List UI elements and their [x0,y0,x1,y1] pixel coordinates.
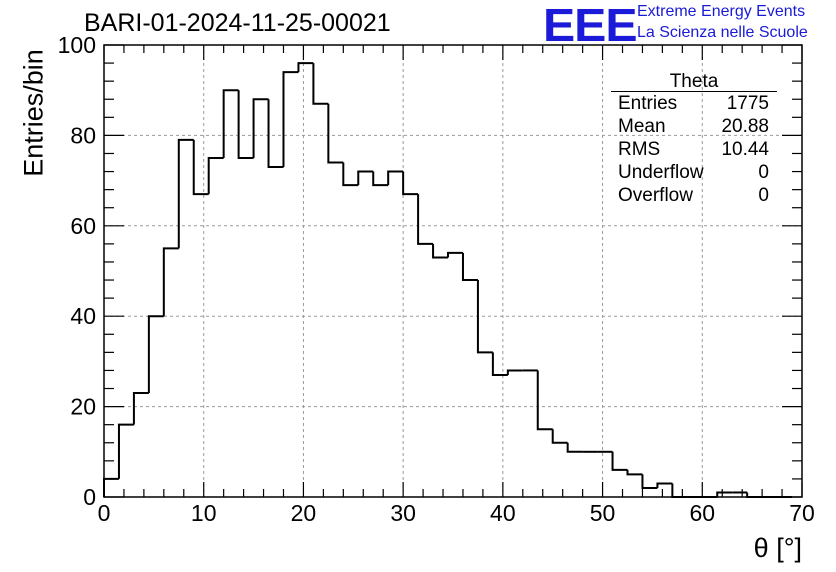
histogram-bin [267,99,284,169]
histogram-bin [357,170,374,186]
chart-title: BARI-01-2024-11-25-00021 [84,9,391,37]
histogram-bin [342,162,359,187]
histogram-bin [297,62,314,73]
x-tick-label: 10 [191,500,217,526]
histogram-bin [716,491,733,497]
histogram-bin [252,98,269,158]
stats-row-mean: Mean 20.88 [611,115,777,138]
histogram-bin [491,352,508,376]
stats-value: 20.88 [721,116,769,137]
histogram-bin [237,90,254,159]
stats-label: Underflow [618,162,704,183]
histogram-bin [566,442,583,453]
y-tick-label: 20 [70,394,96,420]
histogram-bin [432,243,449,259]
histogram-bin [536,370,553,431]
x-tick-label: 0 [98,500,111,526]
histogram-bin [476,280,493,354]
stats-row-entries: Entries 1775 [611,92,777,115]
histogram-bin [402,171,419,196]
histogram-bin [282,71,299,168]
x-tick-label: 70 [789,500,815,526]
plot-frame [103,44,803,498]
histogram-bin [162,247,179,317]
stats-row-rms: RMS 10.44 [611,138,777,161]
eee-logo: EEE [543,0,638,51]
histogram-bin [641,474,658,489]
histogram-bin [222,89,239,158]
x-tick-label: 30 [390,500,416,526]
histogram-bin [207,157,224,195]
histogram-bin [312,63,329,105]
histogram-bin [656,482,673,488]
stats-row-underflow: Underflow 0 [611,161,777,184]
histogram-bin [132,392,149,425]
statistics-box: Theta Entries 1775 Mean 20.88 RMS 10.44 … [611,72,777,207]
y-tick-labels: 0 20 40 60 80 100 [58,32,96,510]
histogram-bin [461,252,478,282]
histogram-bin [192,139,209,196]
y-tick-label: 80 [70,122,96,148]
stats-value: 0 [758,185,769,206]
histogram-bin [327,103,344,164]
x-axis-label: θ [°] [753,533,802,563]
x-tick-label: 40 [490,500,516,526]
stats-label: Entries [618,93,678,114]
grid-lines [104,45,802,497]
histogram-bin [447,251,463,258]
histogram-bin [611,451,628,471]
y-tick-label: 100 [58,32,96,58]
stats-value: 0 [758,162,769,183]
logo-text-line-2: La Scienza nelle Scuole [637,24,808,41]
histogram-bin [117,423,134,479]
histogram-bin [147,315,164,394]
y-tick-label: 40 [70,303,96,329]
logo-text-line-1: Extreme Energy Events [637,3,806,20]
histogram-bin [417,194,434,245]
x-tick-labels: 0 10 20 30 40 50 60 70 [98,500,815,526]
histogram-bin [177,138,194,249]
histogram-bin [626,469,643,476]
x-tick-label: 20 [291,500,317,526]
y-tick-label: 60 [70,213,96,239]
histogram-bin [387,170,404,186]
stats-value: 1775 [726,93,769,114]
histogram-bin [551,429,568,444]
stats-label: Overflow [618,185,693,206]
histogram-bin [103,477,119,497]
y-tick-label: 0 [83,484,96,510]
histogram-bin [506,369,523,375]
statistics-title: Theta [611,72,777,92]
stats-label: RMS [618,139,661,160]
stats-value: 10.44 [721,139,769,160]
stats-label: Mean [618,116,666,137]
x-tick-label: 50 [590,500,616,526]
x-tick-label: 60 [689,500,715,526]
stats-row-overflow: Overflow 0 [611,184,777,207]
y-axis-label: Entries/bin [18,49,49,177]
histogram-bin [372,171,389,187]
histogram-bin [671,483,688,498]
